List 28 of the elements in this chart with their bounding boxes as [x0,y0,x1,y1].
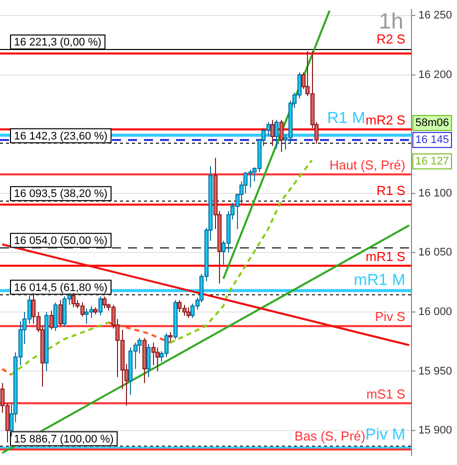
chart-title: 1h [378,8,404,34]
ref-line-label: Bas (S, Pré) [294,428,366,444]
ref-line-label: R1 M [327,110,366,127]
y-tick-label: 16 250 [418,10,452,22]
ref-line-label: mS1 S [366,386,406,402]
text: 58m06 [415,117,449,130]
y-tick-label: 16 000 [418,306,452,318]
ref-line-label: mR1 M [354,272,406,290]
annotation: 16 127 [415,155,450,168]
ref-line-label: mR2 S [366,112,406,128]
ref-line-label: 16 145 [415,134,450,146]
y-tick-label: 16 200 [418,68,452,81]
ref-line-label: 16 093,5 (38,20 %) [14,188,108,200]
ref-line-label: Piv S [375,309,406,324]
ref-line-label: 16 054,0 (50,00 %) [14,234,108,247]
ref-line-label: R1 S [376,183,406,198]
y-tick-label: 15 950 [418,365,452,378]
ref-line-label: 16 221,3 (0,00 %) [14,36,102,49]
y-tick-label: 15 900 [418,424,452,437]
ref-line-label: 15 886,7 (100,00 %) [14,433,114,446]
ref-line-label: Haut (S, Pré) [330,157,406,172]
y-tick-label: 16 050 [418,246,452,259]
ref-line-label: mR1 S [366,248,406,264]
ref-line-label: 16 142,3 (23,60 %) [14,130,108,142]
ref-line-label: Piv M [365,426,406,444]
ref-line-label: R2 S [376,32,406,47]
y-tick-label: 16 100 [418,187,452,200]
ref-line-label: 16 014,5 (61,80 %) [14,282,108,294]
